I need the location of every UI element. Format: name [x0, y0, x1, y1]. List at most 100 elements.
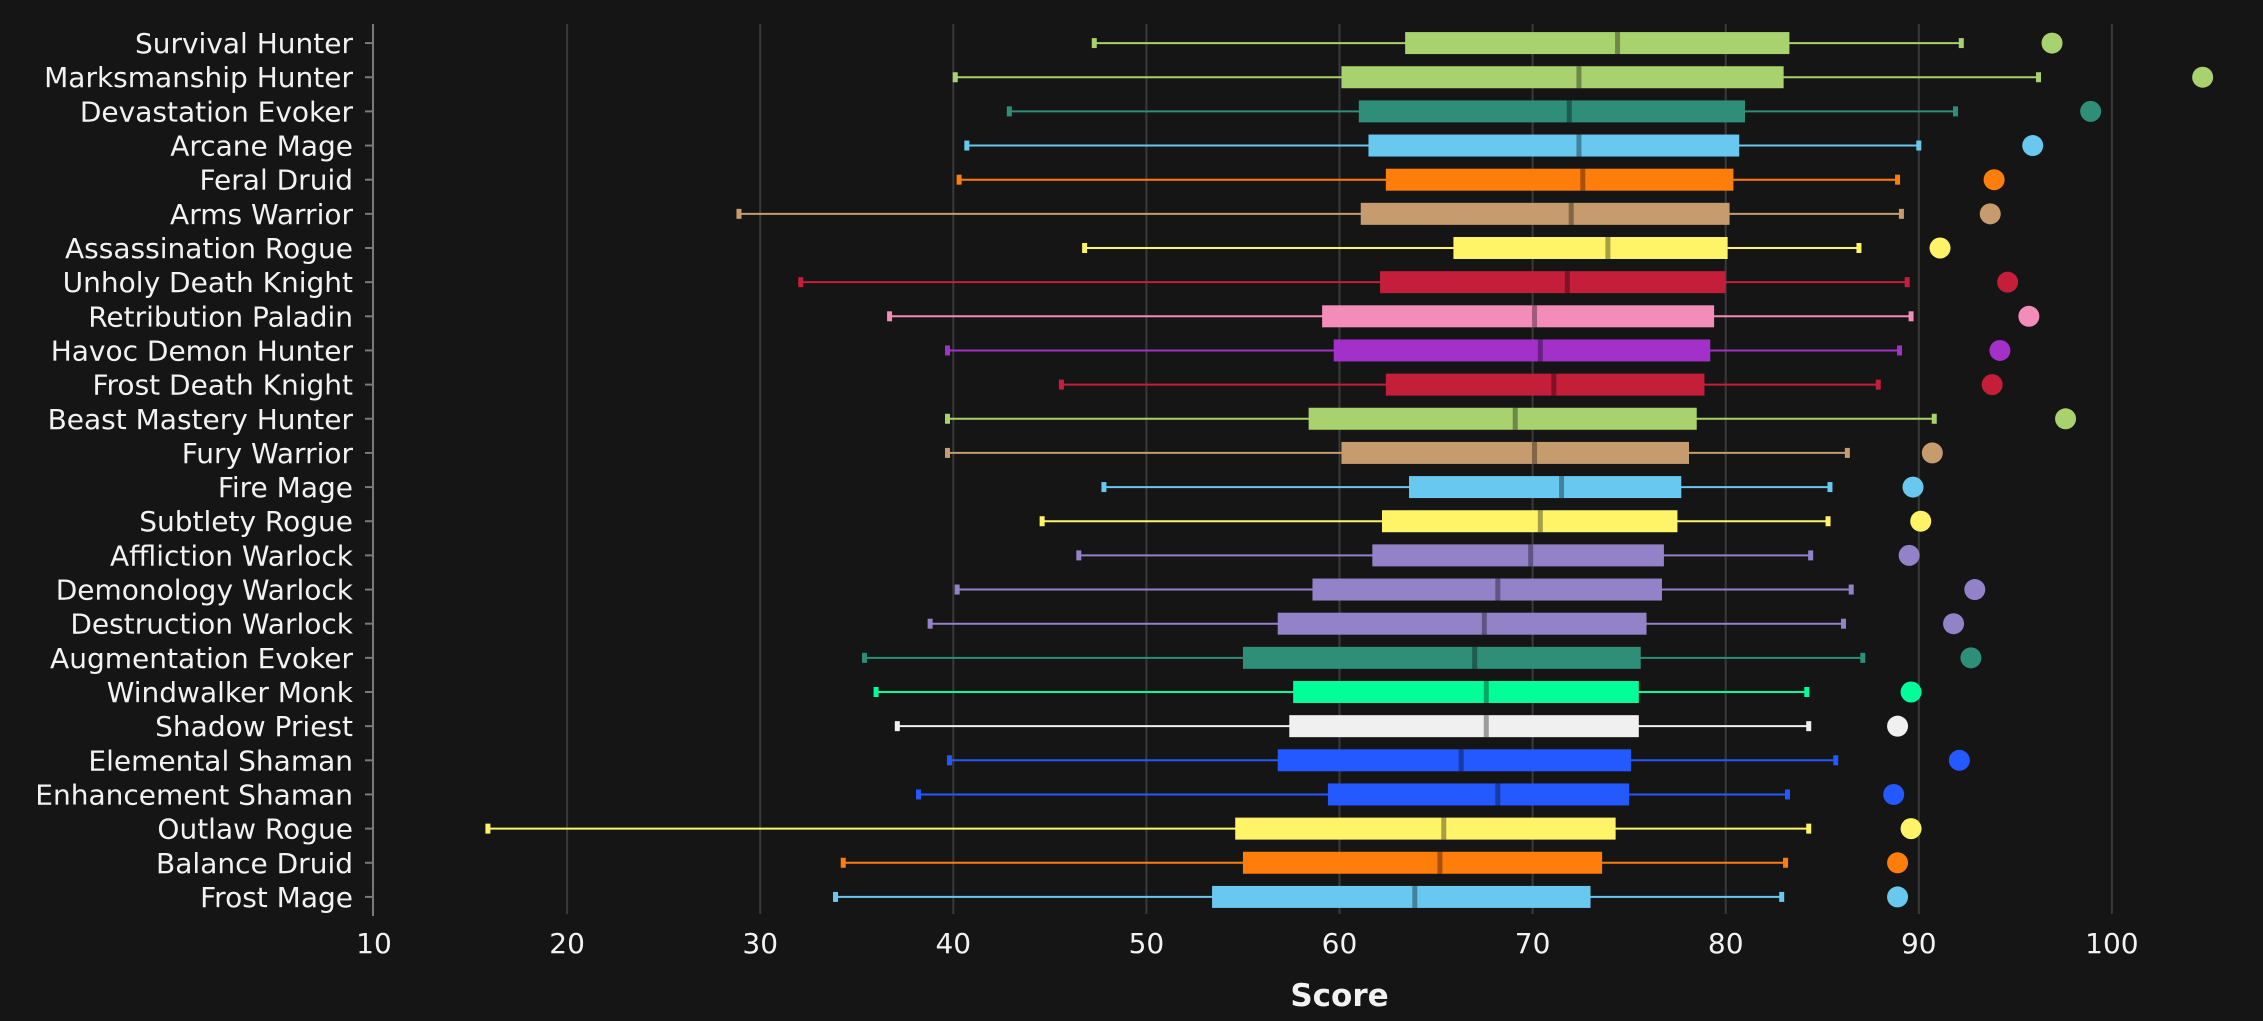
row-survival-hunter: [1091, 32, 2063, 55]
x-tick-label-10: 10: [356, 927, 392, 960]
outlier-point: [2055, 408, 2077, 430]
x-axis: 10 20 30 40 50 60 70 80 90 100: [356, 927, 2138, 960]
row-havoc-demon-hunter: [945, 339, 2011, 362]
outlier-point: [1989, 339, 2011, 361]
median-mark: [1495, 578, 1501, 601]
row-beast-mastery-hunter: [945, 407, 2077, 430]
iqr-box: [1277, 749, 1632, 772]
median-mark: [1568, 202, 1574, 225]
category-label: Windwalker Monk: [107, 676, 354, 709]
outlier-point: [2022, 135, 2044, 157]
outlier-point: [1948, 749, 1970, 771]
median-mark: [1458, 749, 1464, 772]
category-label: Fire Mage: [218, 471, 353, 504]
x-tick-label-20: 20: [549, 927, 585, 960]
iqr-box: [1341, 66, 1784, 89]
outlier-point: [1960, 647, 1982, 669]
outlier-point: [1900, 818, 1922, 840]
whisker-cap-max: [1860, 652, 1866, 663]
x-tick-label-70: 70: [1515, 927, 1551, 960]
whisker-cap-max: [2036, 72, 2042, 83]
whisker-cap-min: [954, 584, 960, 595]
row-destruction-warlock: [927, 612, 1965, 635]
outlier-point: [2018, 305, 2040, 327]
median-mark: [1437, 851, 1443, 874]
whisker-cap-max: [1825, 516, 1831, 527]
row-augmentation-evoker: [861, 646, 1982, 669]
x-axis-title: Score: [1290, 978, 1388, 1014]
category-label: Augmentation Evoker: [50, 642, 353, 675]
iqr-box: [1242, 851, 1603, 874]
category-label: Retribution Paladin: [88, 300, 353, 333]
iqr-box: [1453, 237, 1728, 259]
row-frost-mage: [833, 885, 1909, 908]
x-tick-label-80: 80: [1708, 927, 1744, 960]
iqr-box: [1381, 510, 1678, 533]
category-label: Outlaw Rogue: [157, 813, 353, 846]
iqr-box: [1242, 646, 1641, 669]
x-tick-label-40: 40: [935, 927, 971, 960]
row-elemental-shaman: [946, 749, 1970, 772]
iqr-box: [1360, 202, 1730, 225]
whisker-cap-max: [1875, 379, 1881, 390]
category-label: Devastation Evoker: [80, 95, 354, 128]
outlier-point: [2192, 66, 2214, 88]
whisker-cap-min: [887, 311, 893, 322]
median-mark: [1605, 237, 1611, 259]
whisker-cap-max: [1784, 789, 1790, 800]
outlier-point: [1943, 613, 1965, 635]
category-label: Havoc Demon Hunter: [51, 334, 354, 367]
median-mark: [1576, 66, 1582, 89]
outlier-point: [1981, 374, 2003, 396]
category-label: Enhancement Shaman: [35, 778, 353, 811]
row-devastation-evoker: [1006, 100, 2102, 123]
whisker-cap-min: [1076, 550, 1082, 561]
outlier-point: [1979, 203, 2001, 225]
whisker-cap-max: [1898, 208, 1904, 219]
median-mark: [1512, 407, 1518, 430]
outlier-point: [1910, 510, 1932, 532]
whisker-cap-min: [1006, 106, 1012, 117]
whisker-cap-max: [1896, 345, 1902, 356]
row-balance-druid: [840, 851, 1909, 874]
whisker-cap-max: [1916, 140, 1922, 151]
category-label: Unholy Death Knight: [63, 266, 353, 299]
row-fury-warrior: [945, 441, 1943, 464]
outlier-point: [1887, 852, 1909, 874]
iqr-box: [1385, 168, 1734, 191]
whisker-cap-max: [1806, 721, 1812, 732]
outlier-point: [1997, 271, 2019, 293]
category-label: Elemental Shaman: [88, 744, 353, 777]
whisker-cap-min: [873, 687, 879, 697]
row-affliction-warlock: [1076, 544, 1920, 567]
whisker-cap-max: [1931, 413, 1937, 424]
category-label: Affliction Warlock: [110, 539, 354, 572]
median-mark: [1532, 305, 1538, 328]
whisker-cap-max: [1779, 891, 1785, 902]
whisker-cap-min: [1058, 379, 1064, 390]
median-mark: [1472, 646, 1478, 669]
iqr-box: [1289, 715, 1639, 738]
whisker-cap-max: [1783, 857, 1789, 868]
median-mark: [1559, 476, 1565, 499]
outlier-point: [1898, 544, 1920, 566]
category-label: Destruction Warlock: [70, 608, 353, 641]
x-tick-label-30: 30: [742, 927, 778, 960]
category-label: Survival Hunter: [135, 27, 354, 60]
category-label: Arcane Mage: [170, 130, 353, 163]
plot-rows: [485, 32, 2214, 908]
whisker-cap-min: [956, 174, 962, 185]
category-label: Marksmanship Hunter: [44, 61, 353, 94]
median-mark: [1481, 612, 1487, 635]
whisker-cap-max: [1808, 550, 1814, 561]
outlier-point: [1887, 886, 1909, 908]
median-mark: [1580, 168, 1586, 191]
whisker-cap-min: [894, 721, 900, 732]
whisker-cap-max: [1827, 482, 1833, 493]
whisker-cap-max: [1804, 687, 1810, 697]
x-tick-label-50: 50: [1129, 927, 1165, 960]
whisker-cap-min: [945, 345, 951, 356]
whisker-cap-min: [840, 857, 846, 868]
